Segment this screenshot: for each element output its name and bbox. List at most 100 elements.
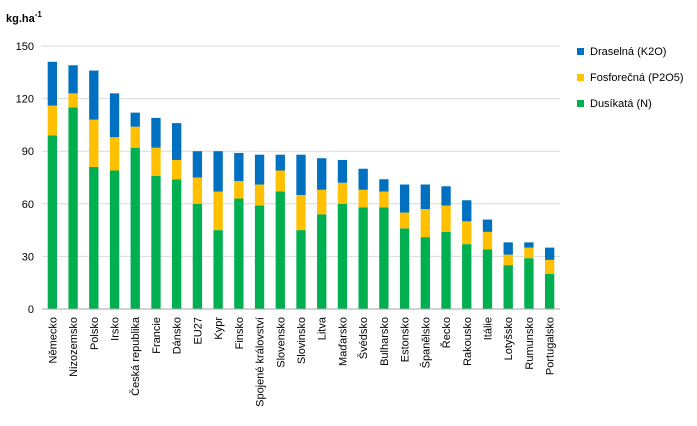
gridlines bbox=[42, 45, 560, 257]
bar-segment bbox=[68, 93, 78, 108]
bar-segment bbox=[254, 184, 265, 206]
bar-segment bbox=[275, 191, 285, 309]
category-label: Bulharsko bbox=[379, 317, 391, 366]
bar-segment bbox=[420, 209, 430, 238]
bar-segment bbox=[317, 189, 327, 215]
category-label: Maďarsko bbox=[337, 317, 349, 366]
y-axis-unit-label: kg.ha-1 bbox=[6, 10, 42, 25]
bar-segment bbox=[399, 228, 410, 309]
bar-segment bbox=[462, 200, 472, 222]
bar-segment bbox=[192, 203, 203, 309]
category-label: Irsko bbox=[110, 317, 122, 341]
y-axis-unit-superscript: -1 bbox=[35, 10, 43, 19]
bar-segment bbox=[358, 207, 368, 309]
bar-segment bbox=[130, 147, 140, 309]
bar-segment bbox=[275, 154, 285, 171]
bar-segment bbox=[254, 205, 265, 309]
bar-segment bbox=[68, 107, 78, 309]
bar-segment bbox=[68, 65, 78, 94]
bar-segment bbox=[482, 219, 493, 232]
bar-segment bbox=[544, 247, 555, 260]
bar-segment bbox=[399, 212, 410, 229]
bar-segment bbox=[420, 184, 430, 210]
category-label: Rakousko bbox=[462, 317, 474, 366]
bar-segment bbox=[296, 154, 306, 196]
bar-segment bbox=[109, 170, 120, 309]
category-label: Lotyšsko bbox=[503, 317, 515, 360]
bar-segment bbox=[296, 195, 306, 231]
category-labels: Německo Nizozemsko Polsko Irsko Česká republ… bbox=[47, 316, 556, 407]
category-label: Itálie bbox=[482, 317, 494, 340]
category-label: Estonsko bbox=[400, 317, 412, 362]
bar-segment bbox=[482, 249, 493, 309]
bar-segment bbox=[379, 179, 389, 192]
bar-segment bbox=[503, 265, 513, 309]
bar-segment bbox=[172, 123, 182, 160]
bar-segment bbox=[503, 254, 513, 266]
bar-segment bbox=[47, 61, 58, 106]
bar-segment bbox=[234, 198, 244, 309]
bar-segment bbox=[399, 184, 410, 213]
bar-segment bbox=[275, 170, 285, 192]
bar-segment bbox=[337, 159, 348, 183]
bar-segment bbox=[234, 181, 244, 199]
y-tick-label: 120 bbox=[16, 94, 34, 106]
category-label: Švédsko bbox=[357, 317, 370, 359]
y-tick-label: 30 bbox=[22, 251, 34, 263]
bar-segment bbox=[130, 112, 140, 127]
bar-segment bbox=[47, 105, 58, 136]
bar-segment bbox=[172, 179, 182, 309]
bar-segment bbox=[317, 214, 327, 309]
legend-swatch bbox=[577, 100, 584, 107]
y-axis-tick-labels: 0 30 60 90 120 150 bbox=[16, 41, 34, 316]
category-label: Dánsko bbox=[172, 317, 184, 354]
bar-segment bbox=[317, 158, 327, 190]
legend-label: Dusíkatá (N) bbox=[590, 98, 652, 110]
bar-segment bbox=[109, 93, 120, 138]
legend: Draselná (K2O) Fosforečná (P2O5) Dusíkatá … bbox=[577, 46, 684, 110]
bar-segment bbox=[462, 221, 472, 245]
category-label: Polsko bbox=[89, 317, 101, 350]
bar-segment bbox=[524, 242, 534, 248]
legend-swatch bbox=[577, 74, 584, 81]
category-label: EU27 bbox=[192, 317, 204, 345]
legend-label: Fosforečná (P2O5) bbox=[590, 72, 684, 84]
bar-segment bbox=[482, 231, 493, 250]
bar-segment bbox=[503, 242, 513, 255]
bar-segment bbox=[213, 191, 223, 231]
bar-segment bbox=[172, 159, 182, 180]
category-label: Nizozemsko bbox=[68, 317, 80, 377]
bar-segment bbox=[337, 203, 348, 309]
y-axis-unit-text: kg.ha bbox=[6, 13, 36, 25]
legend-swatch bbox=[577, 48, 584, 55]
y-tick-label: 60 bbox=[22, 199, 34, 211]
bar-segment bbox=[441, 231, 451, 309]
bar-segment bbox=[254, 154, 265, 185]
bar-segment bbox=[151, 175, 161, 309]
bar-segment bbox=[234, 152, 244, 182]
bar-segment bbox=[358, 189, 368, 208]
category-label: Finsko bbox=[234, 317, 246, 349]
y-tick-label: 150 bbox=[16, 41, 34, 53]
bar-segment bbox=[524, 247, 534, 259]
bar-segment bbox=[151, 117, 161, 148]
bar-segment bbox=[47, 135, 58, 309]
bar-segment bbox=[192, 177, 203, 204]
bar-segment bbox=[379, 191, 389, 208]
bar-segment bbox=[130, 126, 140, 148]
bar-segment bbox=[524, 258, 534, 309]
category-label: Litva bbox=[317, 316, 329, 340]
bar-segment bbox=[192, 151, 203, 178]
bar-segment bbox=[213, 230, 223, 309]
bar-segment bbox=[296, 230, 306, 309]
bar-segment bbox=[441, 205, 451, 232]
bar-segment bbox=[379, 207, 389, 309]
category-label: Rumunsko bbox=[524, 317, 536, 370]
category-label: Slovinsko bbox=[296, 317, 308, 364]
y-tick-label: 0 bbox=[28, 304, 34, 316]
bar-segment bbox=[337, 182, 348, 204]
bar-segment bbox=[89, 166, 99, 309]
category-label: Řecko bbox=[440, 317, 453, 348]
bar-segment bbox=[109, 137, 120, 171]
